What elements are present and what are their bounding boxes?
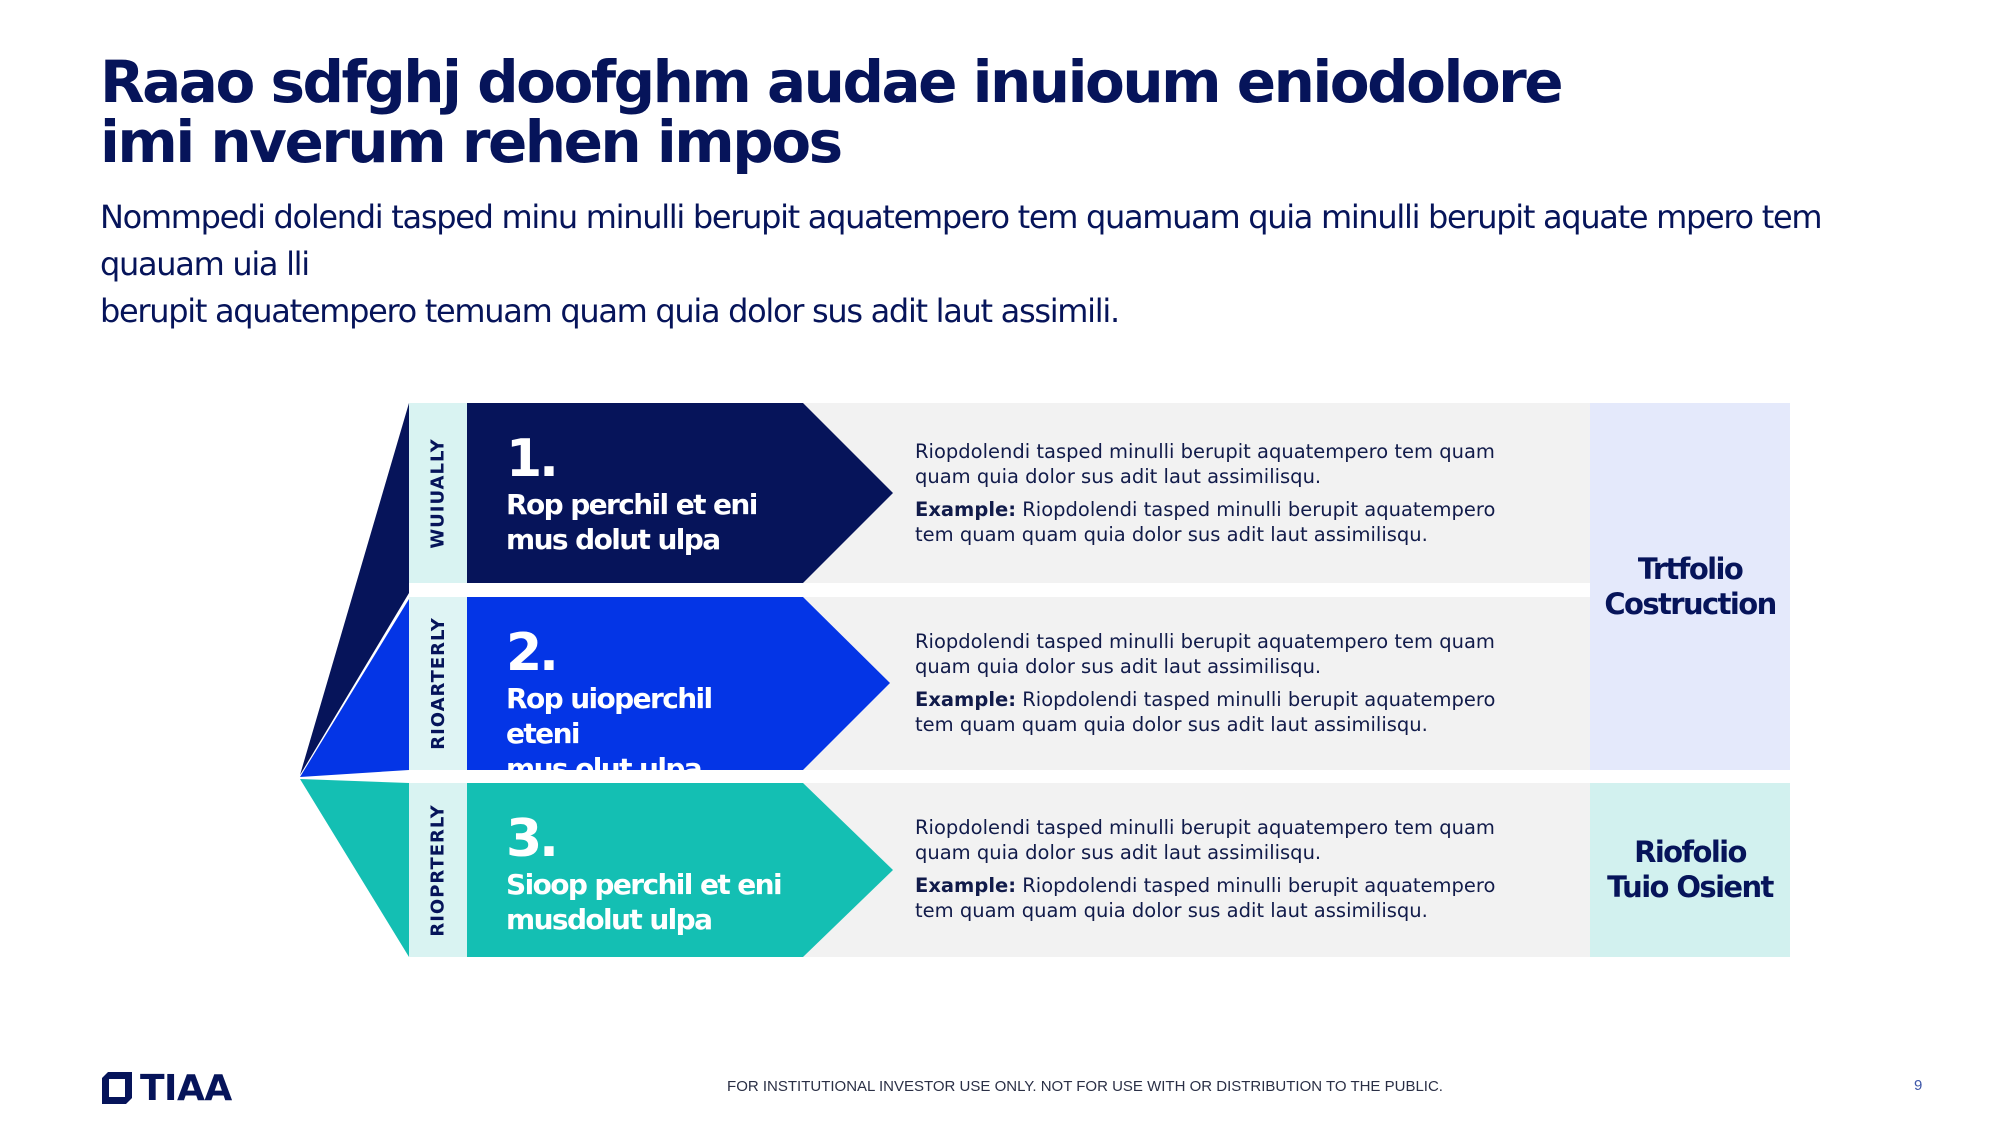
row-3-example-text-1: Riopdolendi tasped minulli berupit aquat… xyxy=(1022,874,1496,897)
row-3-frequency-tab: RIOPRTERLY xyxy=(409,783,467,957)
row-3-description: Riopdolendi tasped minulli berupit aquat… xyxy=(915,815,1555,931)
category-1-line-1: Trtfolio xyxy=(1637,551,1744,586)
row-1-example-label: Example: xyxy=(915,498,1017,521)
row-3-heading: Sioop perchil et eni musdolut ulpa xyxy=(506,867,786,937)
row-2-number: 2. xyxy=(506,623,559,683)
page-subtitle-line-2: berupit aquatempero temuam quam quia dol… xyxy=(100,292,1120,330)
row-1-example-line-1: Example: Riopdolendi tasped minulli beru… xyxy=(915,497,1555,522)
fan-segment-navy xyxy=(300,403,409,775)
page-title-line-2: imi nverum rehen impos xyxy=(100,108,843,176)
row-2-arrow: 2. Rop uioperchil eteni mus olut ulpa xyxy=(467,597,890,770)
row-2-example-line-2: tem quam quam quia dolor sus adit laut a… xyxy=(915,713,1428,736)
row-1-example-text-1: Riopdolendi tasped minulli berupit aquat… xyxy=(1022,498,1496,521)
row-2-frequency-tab: RIOARTERLY xyxy=(409,597,467,770)
row-2-frequency-label: RIOARTERLY xyxy=(427,617,449,750)
row-3-arrow: 3. Sioop perchil et eni musdolut ulpa xyxy=(467,783,893,957)
page-title-line-1: Raao sdfghj doofghm audae inuioum eniodo… xyxy=(100,48,1564,116)
row-1-desc-line-1: Riopdolendi tasped minulli berupit aquat… xyxy=(915,440,1495,463)
page-subtitle-line-1: Nommpedi dolendi tasped minu minulli ber… xyxy=(100,198,1823,283)
category-box-portfolio-client: Riofolio Tuio Osient xyxy=(1590,783,1790,957)
category-1-label: Trtfolio Costruction xyxy=(1604,551,1777,622)
row-1-heading-line-2: mus dolut ulpa xyxy=(506,523,721,556)
row-2-example-label: Example: xyxy=(915,688,1017,711)
row-3-example-label: Example: xyxy=(915,874,1017,897)
row-2-heading-line-2: mus olut ulpa xyxy=(506,752,703,785)
row-3-example-line-2: tem quam quam quia dolor sus adit laut a… xyxy=(915,899,1428,922)
row-2-heading: Rop uioperchil eteni mus olut ulpa xyxy=(506,681,786,785)
page-number: 9 xyxy=(1914,1077,1923,1094)
fan-segment-blue xyxy=(300,599,409,777)
row-2-desc-line-2: quam quia dolor sus adit laut assimilisq… xyxy=(915,655,1322,678)
row-3-number: 3. xyxy=(506,809,559,869)
row-3-frequency-label: RIOPRTERLY xyxy=(427,803,449,937)
row-3-example-line-1: Example: Riopdolendi tasped minulli beru… xyxy=(915,873,1555,898)
row-1-heading: Rop perchil et eni mus dolut ulpa xyxy=(506,487,786,557)
row-2-description: Riopdolendi tasped minulli berupit aquat… xyxy=(915,629,1555,745)
footer-disclaimer: FOR INSTITUTIONAL INVESTOR USE ONLY. NOT… xyxy=(727,1078,1443,1095)
tiaa-logo-mark-icon xyxy=(102,1072,132,1104)
category-2-line-2: Tuio Osient xyxy=(1607,870,1774,904)
row-3-band xyxy=(800,783,1590,957)
category-2-label: Riofolio Tuio Osient xyxy=(1607,835,1774,905)
row-1-frequency-label: WUIUALLY xyxy=(427,437,449,549)
row-3-desc-line-1: Riopdolendi tasped minulli berupit aquat… xyxy=(915,816,1495,839)
row-1-arrow: 1. Rop perchil et eni mus dolut ulpa xyxy=(467,403,893,583)
tiaa-logo-text: TIAA xyxy=(140,1067,232,1109)
row-1-band xyxy=(800,403,1590,583)
row-2-example-line-1: Example: Riopdolendi tasped minulli beru… xyxy=(915,687,1555,712)
category-box-portfolio-construction: Trtfolio Costruction xyxy=(1590,403,1790,770)
row-1-description: Riopdolendi tasped minulli berupit aquat… xyxy=(915,439,1555,555)
category-1-line-2: Costruction xyxy=(1604,586,1777,621)
row-2-heading-line-1: Rop uioperchil eteni xyxy=(506,682,713,750)
row-1-frequency-tab: WUIUALLY xyxy=(409,403,467,583)
row-3-desc-line-2: quam quia dolor sus adit laut assimilisq… xyxy=(915,841,1322,864)
row-2-desc-line-1: Riopdolendi tasped minulli berupit aquat… xyxy=(915,630,1495,653)
row-1-number: 1. xyxy=(506,429,559,489)
row-1-desc-line-2: quam quia dolor sus adit laut assimilisq… xyxy=(915,465,1322,488)
row-3-heading-line-1: Sioop perchil et eni xyxy=(506,868,783,901)
fan-segment-teal xyxy=(300,779,409,957)
category-2-line-1: Riofolio xyxy=(1634,835,1747,869)
row-1-example-line-2: tem quam quam quia dolor sus adit laut a… xyxy=(915,523,1428,546)
page-title: Raao sdfghj doofghm audae inuioum eniodo… xyxy=(100,52,1600,172)
tiaa-logo: TIAA xyxy=(100,1067,232,1109)
row-1-heading-line-1: Rop perchil et eni xyxy=(506,488,758,521)
page-subtitle: Nommpedi dolendi tasped minu minulli ber… xyxy=(100,194,1920,335)
row-3-heading-line-2: musdolut ulpa xyxy=(506,903,713,936)
row-2-band xyxy=(800,597,1590,770)
row-2-example-text-1: Riopdolendi tasped minulli berupit aquat… xyxy=(1022,688,1496,711)
